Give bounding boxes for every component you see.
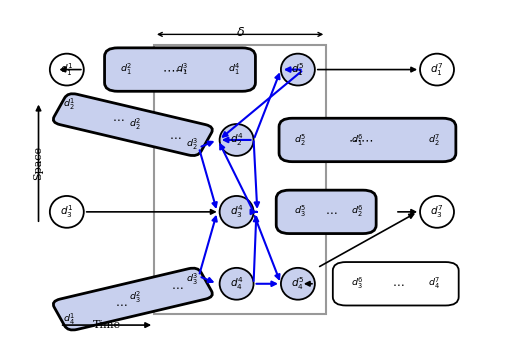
Text: $d_{3}^{4}$: $d_{3}^{4}$	[230, 203, 243, 220]
Text: $d_{1}^{4}$: $d_{1}^{4}$	[228, 62, 241, 77]
Ellipse shape	[220, 268, 254, 300]
Ellipse shape	[420, 54, 454, 85]
Text: Time: Time	[93, 320, 121, 330]
FancyBboxPatch shape	[105, 48, 255, 91]
Text: $d_{3}^{7}$: $d_{3}^{7}$	[430, 203, 444, 220]
Text: $\cdots$: $\cdots$	[113, 112, 125, 125]
Ellipse shape	[281, 268, 315, 300]
Text: $\cdots\cdots$: $\cdots\cdots$	[162, 63, 188, 76]
FancyBboxPatch shape	[279, 118, 456, 162]
Text: $d_{2}^{4}$: $d_{2}^{4}$	[230, 131, 243, 148]
Text: $d_{3}^{6}$: $d_{3}^{6}$	[351, 276, 363, 291]
Text: $d_{3}^{3}$: $d_{3}^{3}$	[185, 271, 198, 287]
Text: $\cdots$: $\cdots$	[325, 205, 337, 219]
Text: $d_{4}^{5}$: $d_{4}^{5}$	[291, 275, 304, 292]
Text: $\cdots$: $\cdots$	[115, 297, 127, 310]
FancyBboxPatch shape	[53, 268, 212, 330]
Text: $d_{1}^{6}$: $d_{1}^{6}$	[351, 132, 363, 148]
Text: $d_{2}^{5}$: $d_{2}^{5}$	[294, 132, 307, 148]
FancyBboxPatch shape	[276, 190, 376, 234]
Ellipse shape	[281, 54, 315, 85]
Text: $\cdots\cdots$: $\cdots\cdots$	[347, 134, 373, 147]
Ellipse shape	[220, 196, 254, 228]
Text: $d_{4}^{4}$: $d_{4}^{4}$	[230, 275, 243, 292]
Text: $d_{3}^{2}$: $d_{3}^{2}$	[129, 290, 141, 305]
Text: $d_{1}^{1}$: $d_{1}^{1}$	[60, 61, 73, 78]
Text: $d_{1}^{5}$: $d_{1}^{5}$	[291, 61, 304, 78]
Text: $\cdots$: $\cdots$	[169, 130, 181, 143]
Text: $d_{2}^{7}$: $d_{2}^{7}$	[429, 132, 441, 148]
Text: $d_{2}^{2}$: $d_{2}^{2}$	[129, 117, 141, 132]
Text: Space: Space	[34, 146, 43, 180]
Ellipse shape	[50, 54, 84, 85]
FancyBboxPatch shape	[333, 262, 458, 306]
Ellipse shape	[220, 124, 254, 156]
Text: $\cdots$: $\cdots$	[171, 280, 184, 293]
Text: $\delta$: $\delta$	[236, 26, 245, 39]
Text: $d_{2}^{3}$: $d_{2}^{3}$	[185, 137, 198, 152]
FancyBboxPatch shape	[53, 94, 212, 156]
Text: $d_{2}^{6}$: $d_{2}^{6}$	[351, 204, 363, 220]
Text: $d_{2}^{1}$: $d_{2}^{1}$	[63, 97, 75, 112]
Ellipse shape	[420, 196, 454, 228]
Text: $d_{1}^{3}$: $d_{1}^{3}$	[176, 62, 189, 77]
Ellipse shape	[50, 196, 84, 228]
Text: $d_{4}^{7}$: $d_{4}^{7}$	[429, 276, 441, 291]
Bar	[154, 45, 326, 314]
Text: $d_{3}^{5}$: $d_{3}^{5}$	[294, 204, 307, 220]
Text: $d_{3}^{1}$: $d_{3}^{1}$	[60, 203, 73, 220]
Text: $d_{4}^{1}$: $d_{4}^{1}$	[63, 311, 75, 327]
Text: $d_{1}^{2}$: $d_{1}^{2}$	[119, 62, 132, 77]
Text: $d_{1}^{7}$: $d_{1}^{7}$	[430, 61, 444, 78]
Text: $\cdots$: $\cdots$	[392, 277, 405, 290]
